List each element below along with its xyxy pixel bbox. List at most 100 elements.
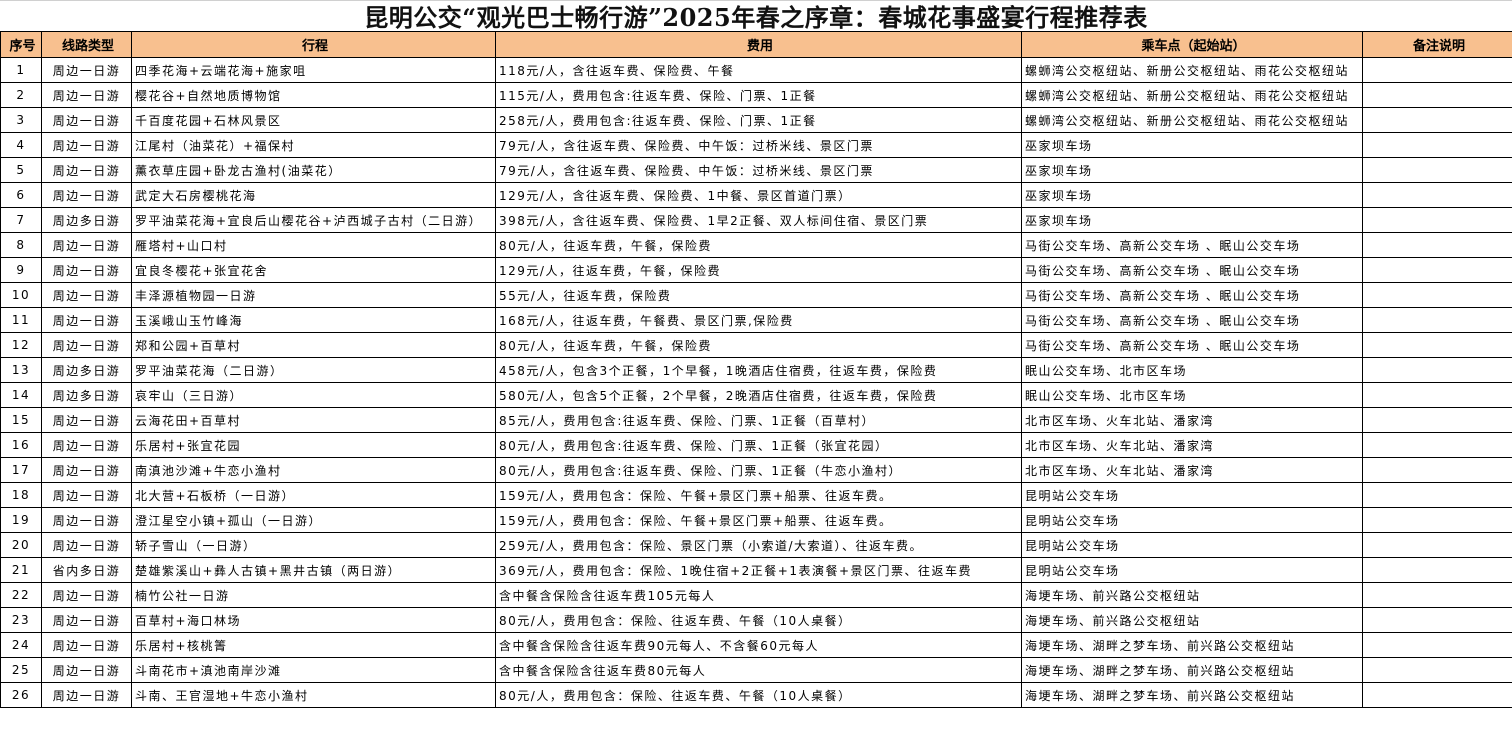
- cell-cost[interactable]: 含中餐含保险含往返车费90元每人、不含餐60元每人: [495, 632, 1022, 658]
- cell-cost[interactable]: 129元/人，含往返车费、保险费、1中餐、景区首道门票）: [495, 182, 1022, 208]
- cell-remarks[interactable]: [1362, 632, 1512, 658]
- cell-route-type[interactable]: 周边一日游: [41, 632, 132, 658]
- cell-cost[interactable]: 118元/人，含往返车费、保险费、午餐: [495, 57, 1022, 83]
- cell-route-type[interactable]: 周边一日游: [41, 657, 132, 683]
- cell-index[interactable]: 12: [0, 332, 42, 358]
- cell-remarks[interactable]: [1362, 132, 1512, 158]
- cell-remarks[interactable]: [1362, 282, 1512, 308]
- cell-remarks[interactable]: [1362, 557, 1512, 583]
- cell-index[interactable]: 11: [0, 307, 42, 333]
- cell-boarding-point[interactable]: 昆明站公交车场: [1021, 507, 1363, 533]
- cell-remarks[interactable]: [1362, 682, 1512, 708]
- header-route-type[interactable]: 线路类型: [41, 31, 132, 58]
- header-remarks[interactable]: 备注说明: [1362, 31, 1512, 58]
- cell-itinerary[interactable]: 四季花海+云端花海+施家咀: [131, 57, 496, 83]
- cell-remarks[interactable]: [1362, 607, 1512, 633]
- cell-boarding-point[interactable]: 巫家坝车场: [1021, 132, 1363, 158]
- cell-cost[interactable]: 580元/人，包含5个正餐，2个早餐，2晚酒店住宿费，往返车费，保险费: [495, 382, 1022, 408]
- cell-boarding-point[interactable]: 北市区车场、火车北站、潘家湾: [1021, 457, 1363, 483]
- header-index[interactable]: 序号: [0, 31, 42, 58]
- cell-itinerary[interactable]: 楚雄紫溪山+彝人古镇+黑井古镇（两日游）: [131, 557, 496, 583]
- cell-boarding-point[interactable]: 眠山公交车场、北市区车场: [1021, 382, 1363, 408]
- cell-itinerary[interactable]: 千百度花园+石林风景区: [131, 107, 496, 133]
- cell-index[interactable]: 13: [0, 357, 42, 383]
- cell-index[interactable]: 1: [0, 57, 42, 83]
- cell-cost[interactable]: 458元/人，包含3个正餐，1个早餐，1晚酒店住宿费，往返车费，保险费: [495, 357, 1022, 383]
- cell-route-type[interactable]: 周边一日游: [41, 507, 132, 533]
- cell-route-type[interactable]: 周边一日游: [41, 157, 132, 183]
- cell-index[interactable]: 5: [0, 157, 42, 183]
- cell-remarks[interactable]: [1362, 332, 1512, 358]
- cell-index[interactable]: 2: [0, 82, 42, 108]
- cell-index[interactable]: 17: [0, 457, 42, 483]
- cell-boarding-point[interactable]: 海埂车场、前兴路公交枢纽站: [1021, 582, 1363, 608]
- cell-itinerary[interactable]: 乐居村+核桃箐: [131, 632, 496, 658]
- cell-route-type[interactable]: 周边多日游: [41, 382, 132, 408]
- cell-index[interactable]: 23: [0, 607, 42, 633]
- cell-boarding-point[interactable]: 海埂车场、前兴路公交枢纽站: [1021, 607, 1363, 633]
- cell-remarks[interactable]: [1362, 482, 1512, 508]
- cell-route-type[interactable]: 周边一日游: [41, 82, 132, 108]
- cell-index[interactable]: 16: [0, 432, 42, 458]
- cell-remarks[interactable]: [1362, 57, 1512, 83]
- cell-itinerary[interactable]: 江尾村（油菜花）+福保村: [131, 132, 496, 158]
- cell-itinerary[interactable]: 玉溪峨山玉竹峰海: [131, 307, 496, 333]
- cell-index[interactable]: 7: [0, 207, 42, 233]
- cell-route-type[interactable]: 周边一日游: [41, 57, 132, 83]
- cell-cost[interactable]: 80元/人，往返车费，午餐，保险费: [495, 332, 1022, 358]
- cell-itinerary[interactable]: 楠竹公社一日游: [131, 582, 496, 608]
- cell-cost[interactable]: 含中餐含保险含往返车费105元每人: [495, 582, 1022, 608]
- cell-remarks[interactable]: [1362, 182, 1512, 208]
- cell-cost[interactable]: 85元/人，费用包含:往返车费、保险、门票、1正餐（百草村）: [495, 407, 1022, 433]
- cell-itinerary[interactable]: 澄江星空小镇+孤山（一日游）: [131, 507, 496, 533]
- cell-boarding-point[interactable]: 海埂车场、湖畔之梦车场、前兴路公交枢纽站: [1021, 632, 1363, 658]
- cell-itinerary[interactable]: 宜良冬樱花+张宜花舍: [131, 257, 496, 283]
- cell-boarding-point[interactable]: 昆明站公交车场: [1021, 557, 1363, 583]
- cell-cost[interactable]: 115元/人，费用包含:往返车费、保险、门票、1正餐: [495, 82, 1022, 108]
- cell-cost[interactable]: 80元/人，费用包含:往返车费、保险、门票、1正餐（牛恋小渔村）: [495, 457, 1022, 483]
- cell-cost[interactable]: 80元/人，往返车费，午餐，保险费: [495, 232, 1022, 258]
- cell-cost[interactable]: 55元/人，往返车费，保险费: [495, 282, 1022, 308]
- cell-remarks[interactable]: [1362, 507, 1512, 533]
- cell-boarding-point[interactable]: 海埂车场、湖畔之梦车场、前兴路公交枢纽站: [1021, 657, 1363, 683]
- cell-boarding-point[interactable]: 巫家坝车场: [1021, 157, 1363, 183]
- cell-boarding-point[interactable]: 马街公交车场、高新公交车场 、眠山公交车场: [1021, 232, 1363, 258]
- cell-boarding-point[interactable]: 北市区车场、火车北站、潘家湾: [1021, 407, 1363, 433]
- cell-remarks[interactable]: [1362, 357, 1512, 383]
- cell-route-type[interactable]: 周边一日游: [41, 282, 132, 308]
- cell-route-type[interactable]: 周边一日游: [41, 232, 132, 258]
- cell-route-type[interactable]: 省内多日游: [41, 557, 132, 583]
- cell-boarding-point[interactable]: 螺蛳湾公交枢纽站、新册公交枢纽站、雨花公交枢纽站: [1021, 57, 1363, 83]
- cell-index[interactable]: 4: [0, 132, 42, 158]
- cell-index[interactable]: 24: [0, 632, 42, 658]
- cell-boarding-point[interactable]: 螺蛳湾公交枢纽站、新册公交枢纽站、雨花公交枢纽站: [1021, 82, 1363, 108]
- cell-route-type[interactable]: 周边一日游: [41, 432, 132, 458]
- cell-route-type[interactable]: 周边多日游: [41, 207, 132, 233]
- cell-route-type[interactable]: 周边一日游: [41, 457, 132, 483]
- cell-route-type[interactable]: 周边一日游: [41, 182, 132, 208]
- cell-route-type[interactable]: 周边一日游: [41, 407, 132, 433]
- cell-route-type[interactable]: 周边一日游: [41, 607, 132, 633]
- cell-itinerary[interactable]: 北大营+石板桥（一日游）: [131, 482, 496, 508]
- cell-cost[interactable]: 80元/人，费用包含:往返车费、保险、门票、1正餐（张宜花园）: [495, 432, 1022, 458]
- cell-route-type[interactable]: 周边一日游: [41, 682, 132, 708]
- cell-route-type[interactable]: 周边一日游: [41, 482, 132, 508]
- header-boarding-point[interactable]: 乘车点（起始站）: [1021, 31, 1363, 58]
- cell-itinerary[interactable]: 郑和公园+百草村: [131, 332, 496, 358]
- cell-remarks[interactable]: [1362, 382, 1512, 408]
- cell-itinerary[interactable]: 雁塔村+山口村: [131, 232, 496, 258]
- cell-cost[interactable]: 含中餐含保险含往返车费80元每人: [495, 657, 1022, 683]
- cell-itinerary[interactable]: 罗平油菜花海（二日游）: [131, 357, 496, 383]
- cell-boarding-point[interactable]: 马街公交车场、高新公交车场 、眠山公交车场: [1021, 307, 1363, 333]
- cell-itinerary[interactable]: 轿子雪山（一日游）: [131, 532, 496, 558]
- cell-boarding-point[interactable]: 眠山公交车场、北市区车场: [1021, 357, 1363, 383]
- cell-boarding-point[interactable]: 巫家坝车场: [1021, 207, 1363, 233]
- cell-route-type[interactable]: 周边多日游: [41, 357, 132, 383]
- cell-boarding-point[interactable]: 昆明站公交车场: [1021, 482, 1363, 508]
- cell-route-type[interactable]: 周边一日游: [41, 532, 132, 558]
- cell-index[interactable]: 15: [0, 407, 42, 433]
- cell-index[interactable]: 14: [0, 382, 42, 408]
- cell-itinerary[interactable]: 薰衣草庄园+卧龙古渔村(油菜花）: [131, 157, 496, 183]
- cell-index[interactable]: 9: [0, 257, 42, 283]
- cell-itinerary[interactable]: 斗南花市+滇池南岸沙滩: [131, 657, 496, 683]
